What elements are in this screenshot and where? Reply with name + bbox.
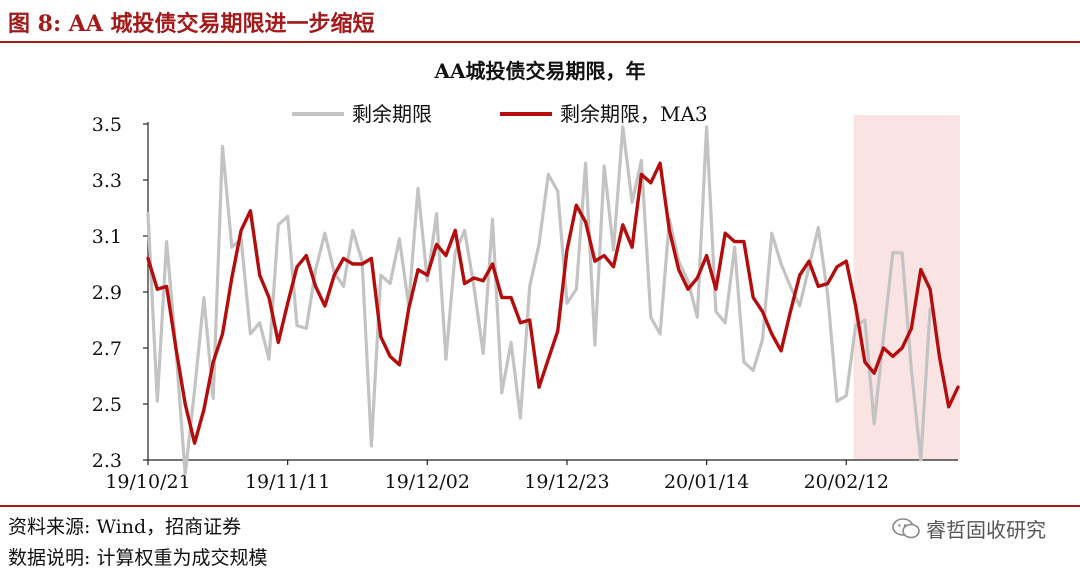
data-note: 数据说明: 计算权重为成交规模 (8, 547, 268, 569)
legend-label: 剩余期限 (352, 102, 432, 126)
y-tick-label: 2.7 (92, 338, 122, 360)
chart: AA城投债交易期限，年 剩余期限 剩余期限，MA3 2.3 2.5 2.7 2.9 3.1… (92, 59, 960, 493)
footer-divider (0, 505, 1080, 507)
brand-name: 睿哲固收研究 (926, 518, 1046, 542)
x-tick-label: 19/12/23 (524, 471, 609, 493)
y-tick-label: 2.5 (92, 394, 122, 416)
y-tick-label: 3.3 (92, 170, 122, 192)
x-tick-label: 19/12/02 (385, 471, 470, 493)
y-tick-label: 2.9 (92, 282, 122, 304)
x-tick-label: 19/10/21 (105, 471, 190, 493)
legend: 剩余期限 剩余期限，MA3 (292, 102, 708, 126)
x-tick-label: 20/02/12 (804, 471, 889, 493)
series-line-remaining-term (146, 125, 932, 476)
chart-title: AA城投债交易期限，年 (433, 59, 645, 83)
figure-header: 图 8: AA 城投债交易期限进一步缩短 (0, 0, 1080, 44)
chat-bubble-icon (892, 517, 920, 538)
x-tick-label: 20/01/14 (664, 471, 749, 493)
legend-label: 剩余期限，MA3 (560, 102, 708, 126)
source-note: 资料来源: Wind，招商证券 (8, 516, 242, 538)
x-tick-label: 19/11/11 (245, 471, 330, 493)
highlight-band (853, 115, 960, 460)
y-tick-label: 3.5 (92, 114, 122, 136)
y-tick-label: 2.3 (92, 450, 122, 472)
figure-label: 图 8: AA 城投债交易期限进一步缩短 (8, 11, 375, 37)
series-line-ma3 (146, 161, 960, 445)
brand-watermark: 睿哲固收研究 (892, 514, 1046, 543)
header-divider (0, 41, 1080, 43)
y-tick-label: 3.1 (92, 226, 122, 248)
